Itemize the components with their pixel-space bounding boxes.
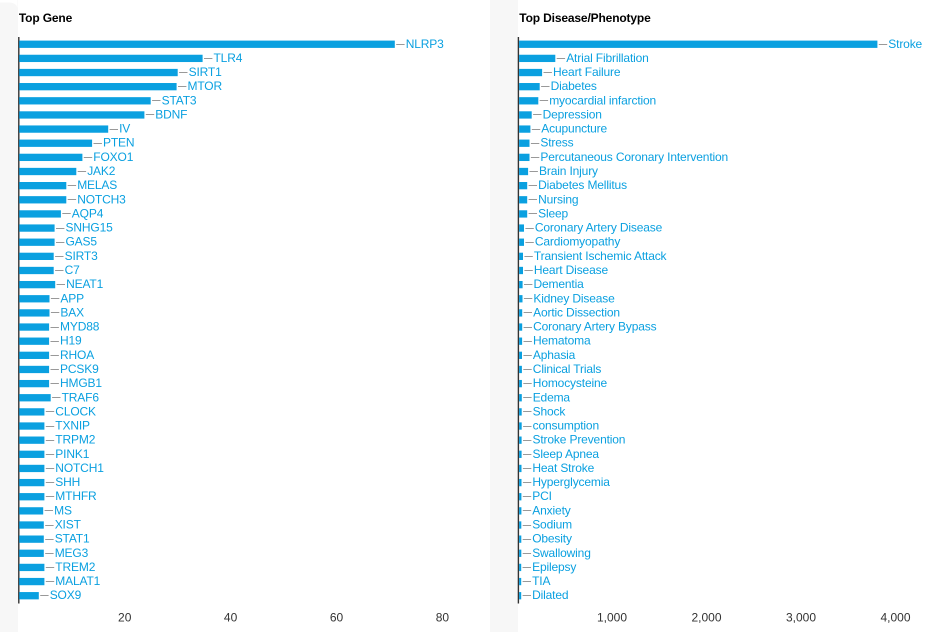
svg-text:Clinical Trials: Clinical Trials	[533, 362, 602, 376]
svg-text:Top Disease/Phenotype: Top Disease/Phenotype	[519, 11, 651, 25]
svg-text:MALAT1: MALAT1	[55, 574, 100, 588]
svg-text:Stroke Prevention: Stroke Prevention	[533, 433, 626, 447]
svg-text:Diabetes: Diabetes	[551, 79, 597, 93]
svg-text:Top Gene: Top Gene	[19, 11, 73, 25]
svg-text:Sleep Apnea: Sleep Apnea	[533, 447, 600, 461]
svg-text:Homocysteine: Homocysteine	[533, 376, 608, 390]
svg-text:consumption: consumption	[533, 419, 599, 433]
svg-text:GAS5: GAS5	[66, 235, 98, 249]
svg-text:Dilated: Dilated	[532, 588, 568, 602]
svg-text:Sleep: Sleep	[538, 206, 568, 220]
svg-text:IV: IV	[119, 122, 130, 136]
svg-text:Dementia: Dementia	[534, 277, 585, 291]
svg-text:3,000: 3,000	[786, 611, 816, 625]
svg-text:myocardial infarction: myocardial infarction	[549, 93, 656, 107]
svg-text:Heart Failure: Heart Failure	[553, 65, 621, 79]
svg-text:MELAS: MELAS	[77, 178, 117, 192]
svg-text:4,000: 4,000	[880, 611, 910, 625]
svg-text:SIRT1: SIRT1	[189, 65, 223, 79]
svg-text:Edema: Edema	[533, 390, 571, 404]
svg-text:1,000: 1,000	[597, 611, 627, 625]
svg-text:20: 20	[118, 611, 132, 625]
svg-text:JAK2: JAK2	[87, 164, 116, 178]
svg-text:Atrial Fibrillation: Atrial Fibrillation	[566, 51, 649, 65]
svg-text:Brain Injury: Brain Injury	[539, 164, 598, 178]
svg-text:SOX9: SOX9	[50, 588, 82, 602]
svg-text:Coronary Artery Disease: Coronary Artery Disease	[535, 221, 663, 235]
svg-text:Hematoma: Hematoma	[533, 334, 591, 348]
svg-text:C7: C7	[65, 263, 81, 277]
svg-text:AQP4: AQP4	[72, 206, 104, 220]
svg-text:PTEN: PTEN	[103, 136, 134, 150]
svg-text:NLRP3: NLRP3	[406, 37, 444, 51]
svg-text:PINK1: PINK1	[55, 447, 89, 461]
svg-text:BDNF: BDNF	[155, 107, 187, 121]
svg-text:Coronary Artery Bypass: Coronary Artery Bypass	[533, 320, 657, 334]
svg-text:Cardiomyopathy: Cardiomyopathy	[535, 235, 620, 249]
svg-text:CLOCK: CLOCK	[55, 404, 96, 418]
svg-text:MEG3: MEG3	[55, 546, 89, 560]
svg-text:Heart Disease: Heart Disease	[534, 263, 609, 277]
svg-text:NOTCH3: NOTCH3	[77, 192, 126, 206]
svg-text:XIST: XIST	[55, 518, 82, 532]
svg-text:RHOA: RHOA	[60, 348, 94, 362]
svg-text:TXNIP: TXNIP	[55, 419, 90, 433]
svg-text:PCSK9: PCSK9	[60, 362, 99, 376]
svg-text:TREM2: TREM2	[55, 560, 95, 574]
svg-text:Hyperglycemia: Hyperglycemia	[532, 475, 610, 489]
svg-text:Obesity: Obesity	[532, 532, 572, 546]
svg-text:MYD88: MYD88	[60, 320, 100, 334]
svg-text:Heat Stroke: Heat Stroke	[532, 461, 594, 475]
svg-text:60: 60	[330, 611, 344, 625]
svg-text:NOTCH1: NOTCH1	[55, 461, 104, 475]
svg-text:SHH: SHH	[55, 475, 80, 489]
svg-text:Percutaneous Coronary Interven: Percutaneous Coronary Intervention	[540, 150, 728, 164]
svg-text:Transient Ischemic Attack: Transient Ischemic Attack	[534, 249, 668, 263]
svg-text:NEAT1: NEAT1	[66, 277, 104, 291]
svg-text:Anxiety: Anxiety	[532, 503, 570, 517]
svg-text:Epilepsy: Epilepsy	[532, 560, 576, 574]
svg-text:TLR4: TLR4	[214, 51, 243, 65]
svg-text:PCI: PCI	[532, 489, 552, 503]
svg-text:H19: H19	[60, 334, 82, 348]
svg-text:TIA: TIA	[532, 574, 550, 588]
svg-text:FOXO1: FOXO1	[93, 150, 133, 164]
svg-text:TRAF6: TRAF6	[62, 390, 100, 404]
svg-text:2,000: 2,000	[691, 611, 721, 625]
svg-text:Nursing: Nursing	[538, 192, 578, 206]
svg-text:BAX: BAX	[60, 305, 84, 319]
svg-text:Swallowing: Swallowing	[532, 546, 591, 560]
svg-text:MTOR: MTOR	[188, 79, 223, 93]
svg-text:HMGB1: HMGB1	[60, 376, 102, 390]
svg-text:80: 80	[436, 611, 450, 625]
svg-text:STAT1: STAT1	[55, 532, 90, 546]
svg-text:APP: APP	[60, 291, 84, 305]
svg-text:MTHFR: MTHFR	[55, 489, 97, 503]
svg-text:MS: MS	[54, 503, 72, 517]
svg-text:SIRT3: SIRT3	[65, 249, 99, 263]
svg-text:STAT3: STAT3	[162, 93, 197, 107]
svg-text:Stress: Stress	[540, 136, 573, 150]
svg-text:Acupuncture: Acupuncture	[541, 122, 607, 136]
svg-text:TRPM2: TRPM2	[55, 433, 95, 447]
svg-text:Aphasia: Aphasia	[533, 348, 576, 362]
svg-text:Sodium: Sodium	[532, 518, 572, 532]
svg-text:Aortic Dissection: Aortic Dissection	[533, 305, 620, 319]
svg-text:Depression: Depression	[543, 107, 602, 121]
svg-text:Diabetes Mellitus: Diabetes Mellitus	[538, 178, 627, 192]
svg-text:40: 40	[224, 611, 238, 625]
svg-text:Stroke: Stroke	[888, 37, 922, 51]
svg-text:Kidney Disease: Kidney Disease	[533, 291, 615, 305]
svg-text:Shock: Shock	[533, 404, 567, 418]
svg-text:SNHG15: SNHG15	[66, 221, 114, 235]
